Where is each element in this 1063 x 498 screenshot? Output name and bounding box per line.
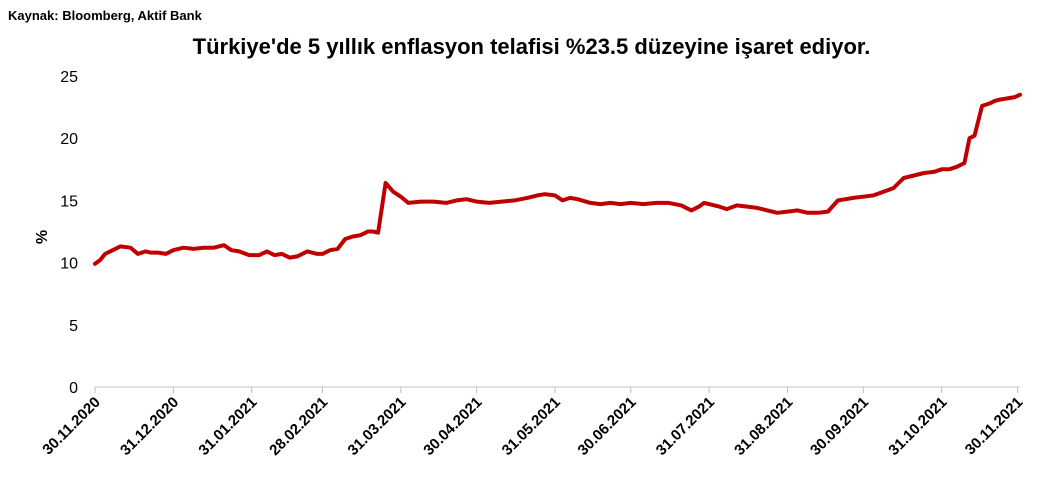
- x-tick-label: 30.09.2021: [807, 394, 872, 459]
- x-tick-label: 30.06.2021: [575, 394, 640, 459]
- x-tick-label: 31.03.2021: [345, 394, 410, 459]
- x-axis-ticks: 30.11.2020 31.12.2020 31.01.2021 28.02.2021…: [39, 387, 1026, 459]
- y-axis-label: %: [34, 230, 51, 244]
- x-tick-label: 30.11.2020: [39, 394, 104, 459]
- x-tick-label: 28.02.2021: [266, 394, 331, 459]
- y-tick-label: 0: [69, 380, 78, 397]
- y-tick-label: 15: [60, 193, 78, 210]
- y-axis-ticks: 0 5 10 15 20 25: [60, 69, 78, 397]
- x-tick-label: 31.01.2021: [195, 394, 260, 459]
- source-note: Kaynak: Bloomberg, Aktif Bank: [8, 8, 202, 23]
- x-tick-label: 30.04.2021: [420, 394, 485, 459]
- x-tick-label: 31.12.2020: [117, 394, 182, 459]
- series-line-1: [93, 92, 1022, 266]
- y-tick-label: 20: [60, 131, 78, 148]
- x-tick-label: 31.10.2021: [885, 394, 950, 459]
- x-tick-label: 31.08.2021: [731, 394, 796, 459]
- y-tick-label: 25: [60, 69, 78, 86]
- x-tick-label: 30.11.2021: [962, 394, 1027, 459]
- x-tick-label: 31.07.2021: [653, 394, 718, 459]
- y-tick-label: 5: [69, 318, 78, 335]
- y-tick-label: 10: [60, 256, 78, 273]
- chart-series: [93, 92, 1022, 266]
- x-tick-label: 31.05.2021: [499, 394, 564, 459]
- chart-title: Türkiye'de 5 yıllık enflasyon telafisi %…: [192, 34, 871, 59]
